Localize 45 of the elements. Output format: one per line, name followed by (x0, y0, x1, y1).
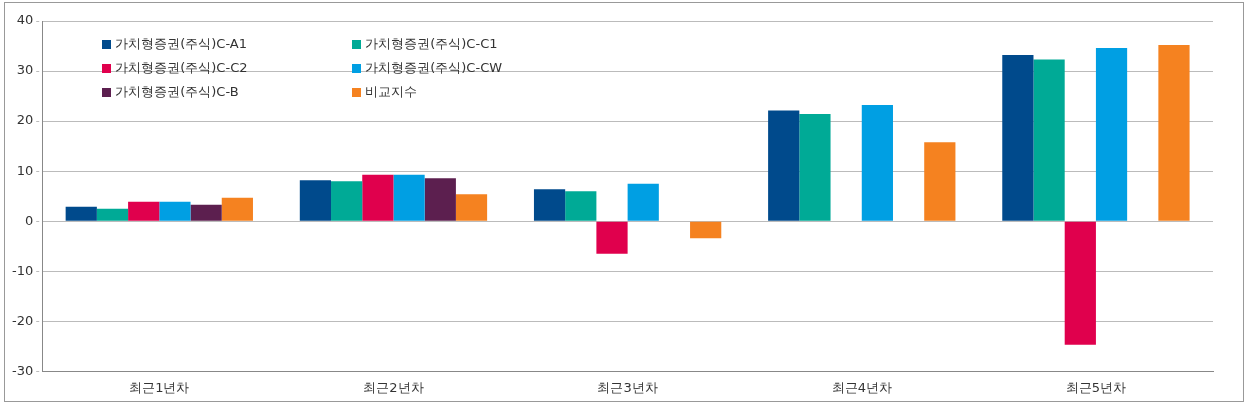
bar (455, 194, 488, 221)
bar (299, 180, 332, 221)
y-tick-label: 30 (16, 62, 34, 78)
y-tick-label: -30 (12, 362, 34, 378)
y-tick-label: 10 (16, 162, 34, 178)
bar (221, 197, 253, 221)
bar (96, 208, 129, 221)
bar (627, 183, 659, 221)
bar (799, 114, 831, 221)
legend-label: 가치형증권(주식)C-C2 (115, 59, 248, 77)
bar (159, 201, 191, 221)
bar (331, 181, 363, 221)
bar (861, 105, 893, 221)
bar (362, 174, 394, 221)
legend-label: 비교지수 (365, 83, 418, 101)
legend-label: 가치형증권(주식)C-CW (365, 59, 503, 77)
bar (65, 206, 97, 221)
bar (1158, 45, 1190, 221)
bar (1033, 59, 1065, 221)
bar (1095, 48, 1128, 221)
x-tick-label: 최근3년차 (597, 379, 658, 395)
x-tick-label: 최근5년차 (1065, 379, 1127, 395)
legend-label: 가치형증권(주식)C-B (115, 83, 239, 101)
bar (393, 174, 425, 221)
x-tick-label: 최근2년차 (363, 379, 424, 395)
x-tick-label: 최근1년차 (129, 379, 190, 395)
bar (1002, 55, 1034, 221)
bar (128, 201, 160, 221)
y-tick-label: -20 (12, 312, 34, 328)
bar (533, 189, 566, 221)
x-tick-label: 최근4년차 (831, 379, 892, 395)
y-tick-label: 0 (24, 212, 34, 228)
bar (424, 178, 456, 221)
bar (565, 191, 597, 221)
bar (768, 110, 800, 221)
legend-label: 가치형증권(주식)C-A1 (115, 35, 248, 53)
y-tick-label: 20 (16, 112, 34, 128)
legend-label: 가치형증권(주식)C-C1 (365, 35, 498, 53)
bar (690, 221, 722, 239)
bar (190, 204, 222, 221)
bar (924, 142, 956, 221)
y-tick-label: 40 (16, 12, 34, 28)
bar (1064, 221, 1096, 345)
y-tick-label: -10 (12, 262, 34, 278)
bar (596, 221, 628, 254)
